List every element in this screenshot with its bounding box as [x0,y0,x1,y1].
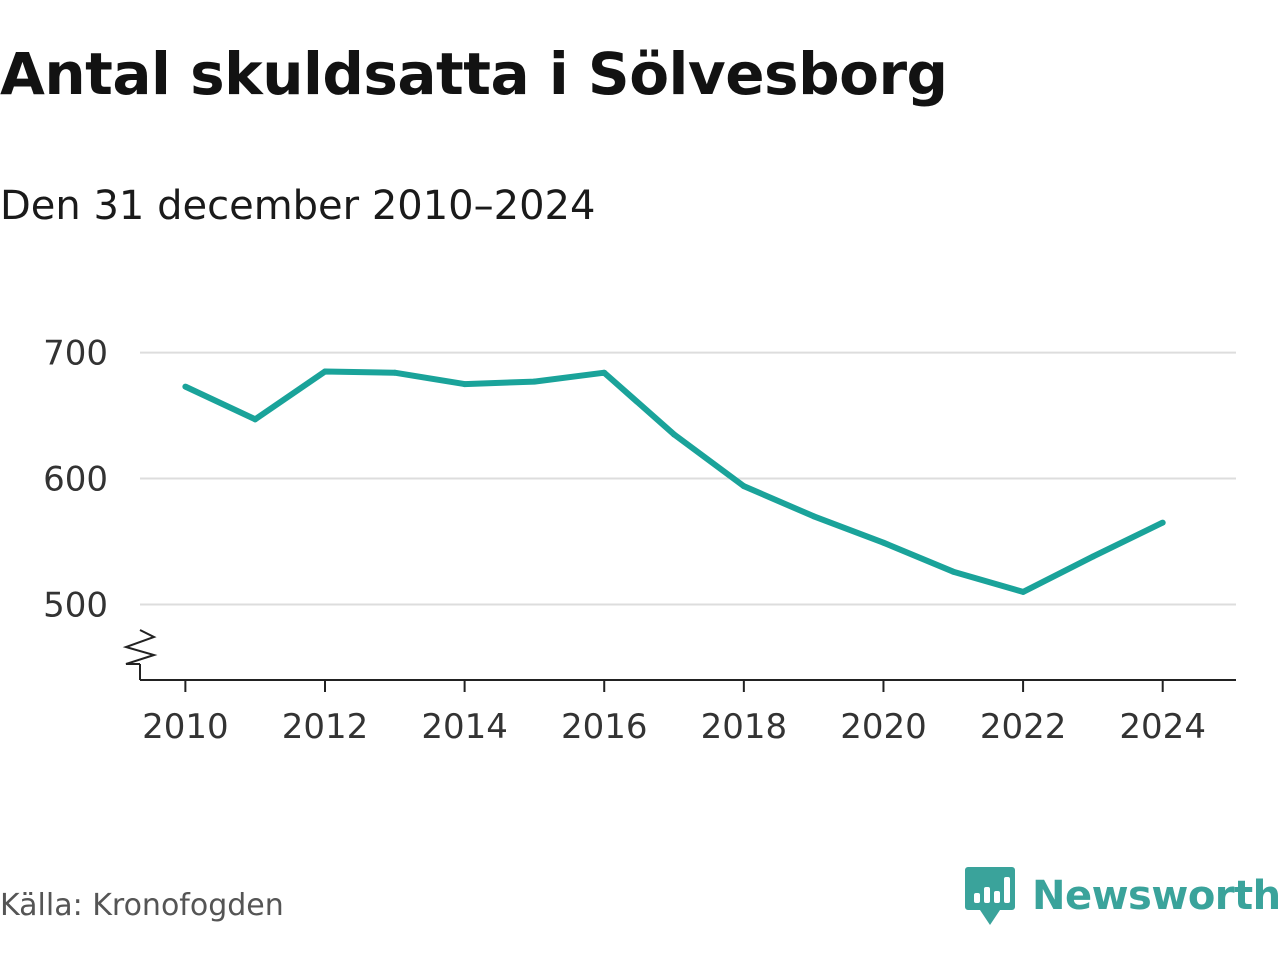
y-axis-break [122,629,158,665]
data-point [252,416,259,423]
brand-name: Newsworthy [1032,873,1280,919]
data-point [671,431,678,438]
data-point [1159,519,1166,526]
y-tick-label: 700 [43,334,108,374]
x-tick-label: 2020 [840,707,927,747]
newsworthy-logo-icon [965,867,1015,925]
x-tick-label: 2010 [142,707,229,747]
x-tick-label: 2022 [980,707,1067,747]
data-point [1089,553,1096,560]
data-point [461,381,468,388]
x-tick-label: 2024 [1119,707,1206,747]
x-tick-label: 2018 [701,707,788,747]
data-point [1020,588,1027,595]
chart-title: Antal skuldsatta i Sölvesborg [0,40,948,108]
data-point [182,383,189,390]
series-line [184,368,1165,595]
source-note: Källa: Kronofogden [0,888,284,923]
data-point [880,539,887,546]
data-point [321,368,328,375]
y-tick-label: 600 [43,460,108,500]
data-point [740,483,747,490]
data-point [531,378,538,385]
chart-subtitle: Den 31 december 2010–2024 [0,183,596,229]
x-tick-label: 2016 [561,707,648,747]
data-point [391,369,398,376]
y-tick-label: 500 [43,585,108,625]
brand-logo: Newsworthy [964,864,1280,928]
data-point [950,568,957,575]
x-tick-label: 2012 [282,707,369,747]
data-point [601,369,608,376]
data-point [810,513,817,520]
x-tick-label: 2014 [421,707,508,747]
